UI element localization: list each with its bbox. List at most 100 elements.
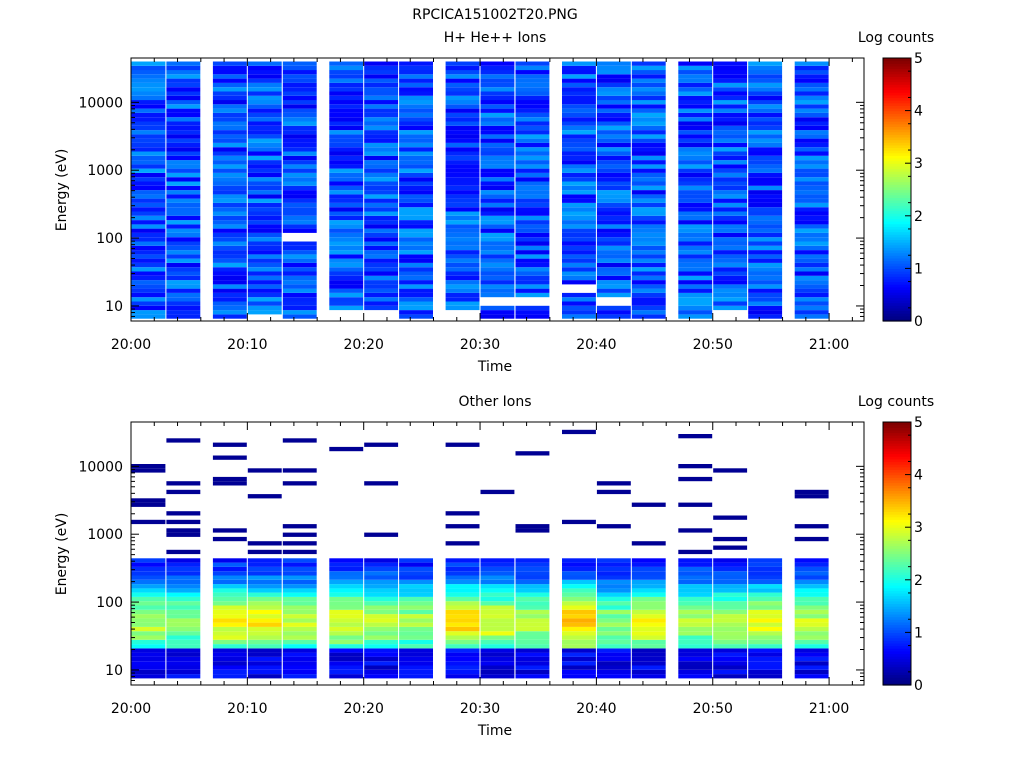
heatmap-cell	[212, 571, 247, 576]
heatmap-cell	[631, 211, 666, 216]
heatmap-cell	[631, 622, 666, 627]
heatmap-cell	[562, 65, 596, 71]
heatmap-cell	[515, 237, 550, 242]
heatmap-cell	[166, 228, 201, 233]
heatmap-cell	[480, 254, 515, 259]
heatmap-cell	[131, 601, 166, 606]
heatmap-cell	[282, 198, 317, 203]
heatmap-cell	[247, 584, 282, 589]
colorbar-tick-label: 0	[914, 678, 923, 694]
colorbar-tick-label: 3	[914, 156, 923, 172]
heatmap-cell	[282, 631, 317, 636]
heatmap-cell	[399, 228, 433, 233]
heatmap-cell	[166, 635, 201, 640]
heatmap-cell	[713, 168, 748, 173]
heatmap-cell	[515, 232, 550, 238]
heatmap-cell	[282, 288, 317, 293]
heatmap-cell	[329, 130, 364, 135]
heatmap-cell	[562, 95, 596, 101]
heatmap-cell	[748, 108, 783, 113]
heatmap-cell	[364, 267, 399, 272]
heatmap-cell	[794, 198, 829, 203]
panel1-x-axis: 20:00 20:10 20:20 20:30 20:40 20:50 21:00	[111, 58, 853, 353]
heatmap-cell	[631, 220, 666, 225]
heatmap-cell	[596, 258, 631, 263]
heatmap-cell	[794, 575, 829, 580]
heatmap-cell	[794, 220, 829, 225]
heatmap-cell	[131, 584, 166, 589]
heatmap-cell	[329, 626, 364, 632]
x-tick-label: 20:10	[227, 337, 267, 353]
heatmap-cell	[596, 194, 631, 199]
heatmap-cell	[364, 78, 399, 83]
heatmap-cell	[282, 117, 317, 122]
heatmap-cell	[748, 82, 783, 88]
heatmap-cell	[596, 237, 631, 242]
panel1-x-label: Time	[477, 359, 512, 375]
heatmap-cell	[713, 104, 748, 109]
heatmap-cell	[166, 211, 201, 216]
heatmap-cell	[678, 648, 713, 653]
heatmap-cell	[480, 117, 515, 122]
colorbar-segment	[883, 181, 911, 185]
heatmap-cell	[282, 524, 317, 529]
heatmap-cell	[713, 232, 748, 238]
heatmap-cell	[678, 70, 713, 75]
heatmap-cell	[713, 164, 748, 169]
heatmap-cell	[562, 584, 596, 589]
heatmap-cell	[515, 648, 550, 653]
heatmap-cell	[445, 160, 480, 165]
heatmap-cell	[678, 172, 713, 178]
colorbar-segment	[883, 514, 911, 518]
heatmap-cell	[713, 601, 748, 606]
heatmap-cell	[131, 224, 166, 229]
heatmap-cell	[480, 194, 515, 199]
heatmap-cell	[631, 284, 666, 289]
heatmap-cell	[562, 215, 596, 221]
heatmap-cell	[329, 172, 364, 178]
heatmap-cell	[212, 112, 247, 118]
heatmap-cell	[166, 644, 201, 649]
heatmap-cell	[713, 134, 748, 139]
heatmap-cell	[678, 241, 713, 246]
heatmap-cell	[282, 250, 317, 255]
colorbar-segment	[883, 126, 911, 130]
colorbar-segment	[883, 310, 911, 314]
heatmap-cell	[678, 528, 713, 533]
heatmap-cell	[247, 164, 282, 169]
heatmap-cell	[515, 181, 550, 186]
heatmap-cell	[445, 108, 480, 113]
heatmap-cell	[480, 138, 515, 143]
colorbar-segment	[883, 493, 911, 497]
heatmap-cell	[282, 207, 317, 212]
heatmap-cell	[212, 87, 247, 92]
heatmap-cell	[329, 254, 364, 259]
heatmap-cell	[445, 151, 480, 156]
heatmap-cell	[445, 168, 480, 173]
heatmap-cell	[596, 250, 631, 255]
heatmap-cell	[329, 656, 364, 662]
heatmap-cell	[713, 652, 748, 657]
heatmap-cell	[166, 138, 201, 143]
heatmap-cell	[678, 669, 713, 675]
heatmap-cell	[480, 61, 515, 66]
heatmap-cell	[713, 558, 748, 563]
heatmap-cell	[515, 579, 550, 585]
heatmap-cell	[445, 511, 480, 516]
heatmap-cell	[515, 665, 550, 670]
heatmap-cell	[748, 232, 783, 238]
panel2-colorbar-label: Log counts	[858, 394, 934, 410]
heatmap-cell	[480, 237, 515, 242]
colorbar-segment	[883, 129, 911, 133]
heatmap-cell	[247, 121, 282, 126]
heatmap-cell	[329, 665, 364, 670]
heatmap-cell	[166, 566, 201, 572]
heatmap-cell	[445, 631, 480, 636]
heatmap-cell	[515, 78, 550, 83]
colorbar-segment	[883, 653, 911, 657]
heatmap-cell	[631, 164, 666, 169]
heatmap-cell	[364, 82, 399, 88]
heatmap-cell	[131, 194, 166, 199]
heatmap-cell	[445, 622, 480, 627]
colorbar-segment	[883, 437, 911, 442]
